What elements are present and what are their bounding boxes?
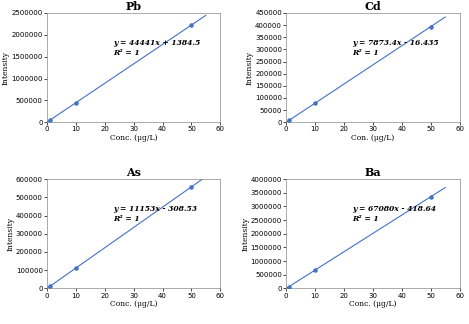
Point: [427, 24, 434, 29]
Text: y = 11153x - 308.53
R² = 1: y = 11153x - 308.53 R² = 1: [113, 205, 197, 223]
Point: [285, 284, 293, 289]
X-axis label: Conc. (μg/L): Conc. (μg/L): [110, 134, 158, 142]
Y-axis label: Intensity: Intensity: [246, 51, 254, 85]
Point: [72, 265, 80, 271]
X-axis label: Conc. (μg/L): Conc. (μg/L): [110, 300, 158, 308]
Point: [285, 118, 293, 123]
Point: [46, 118, 53, 123]
Point: [311, 100, 319, 106]
Point: [311, 267, 319, 272]
Text: y = 44441x + 1384.5
R² = 1: y = 44441x + 1384.5 R² = 1: [113, 39, 200, 56]
Point: [188, 22, 195, 28]
Point: [72, 100, 80, 105]
Title: Ba: Ba: [364, 167, 381, 178]
Y-axis label: Intensity: Intensity: [241, 217, 249, 251]
Title: Pb: Pb: [126, 1, 142, 12]
Y-axis label: Intensity: Intensity: [2, 51, 10, 85]
Point: [46, 284, 53, 289]
Y-axis label: Intensity: Intensity: [7, 217, 15, 251]
Title: Cd: Cd: [364, 1, 381, 12]
X-axis label: Con. (μg/L): Con. (μg/L): [351, 134, 394, 142]
Point: [188, 184, 195, 190]
Title: As: As: [126, 167, 141, 178]
Text: y = 7873.4x - 16.435
R² = 1: y = 7873.4x - 16.435 R² = 1: [352, 39, 439, 56]
X-axis label: Conc. (μg/L): Conc. (μg/L): [349, 300, 397, 308]
Text: y = 67080x - 418.64
R² = 1: y = 67080x - 418.64 R² = 1: [352, 205, 436, 223]
Point: [427, 194, 434, 199]
